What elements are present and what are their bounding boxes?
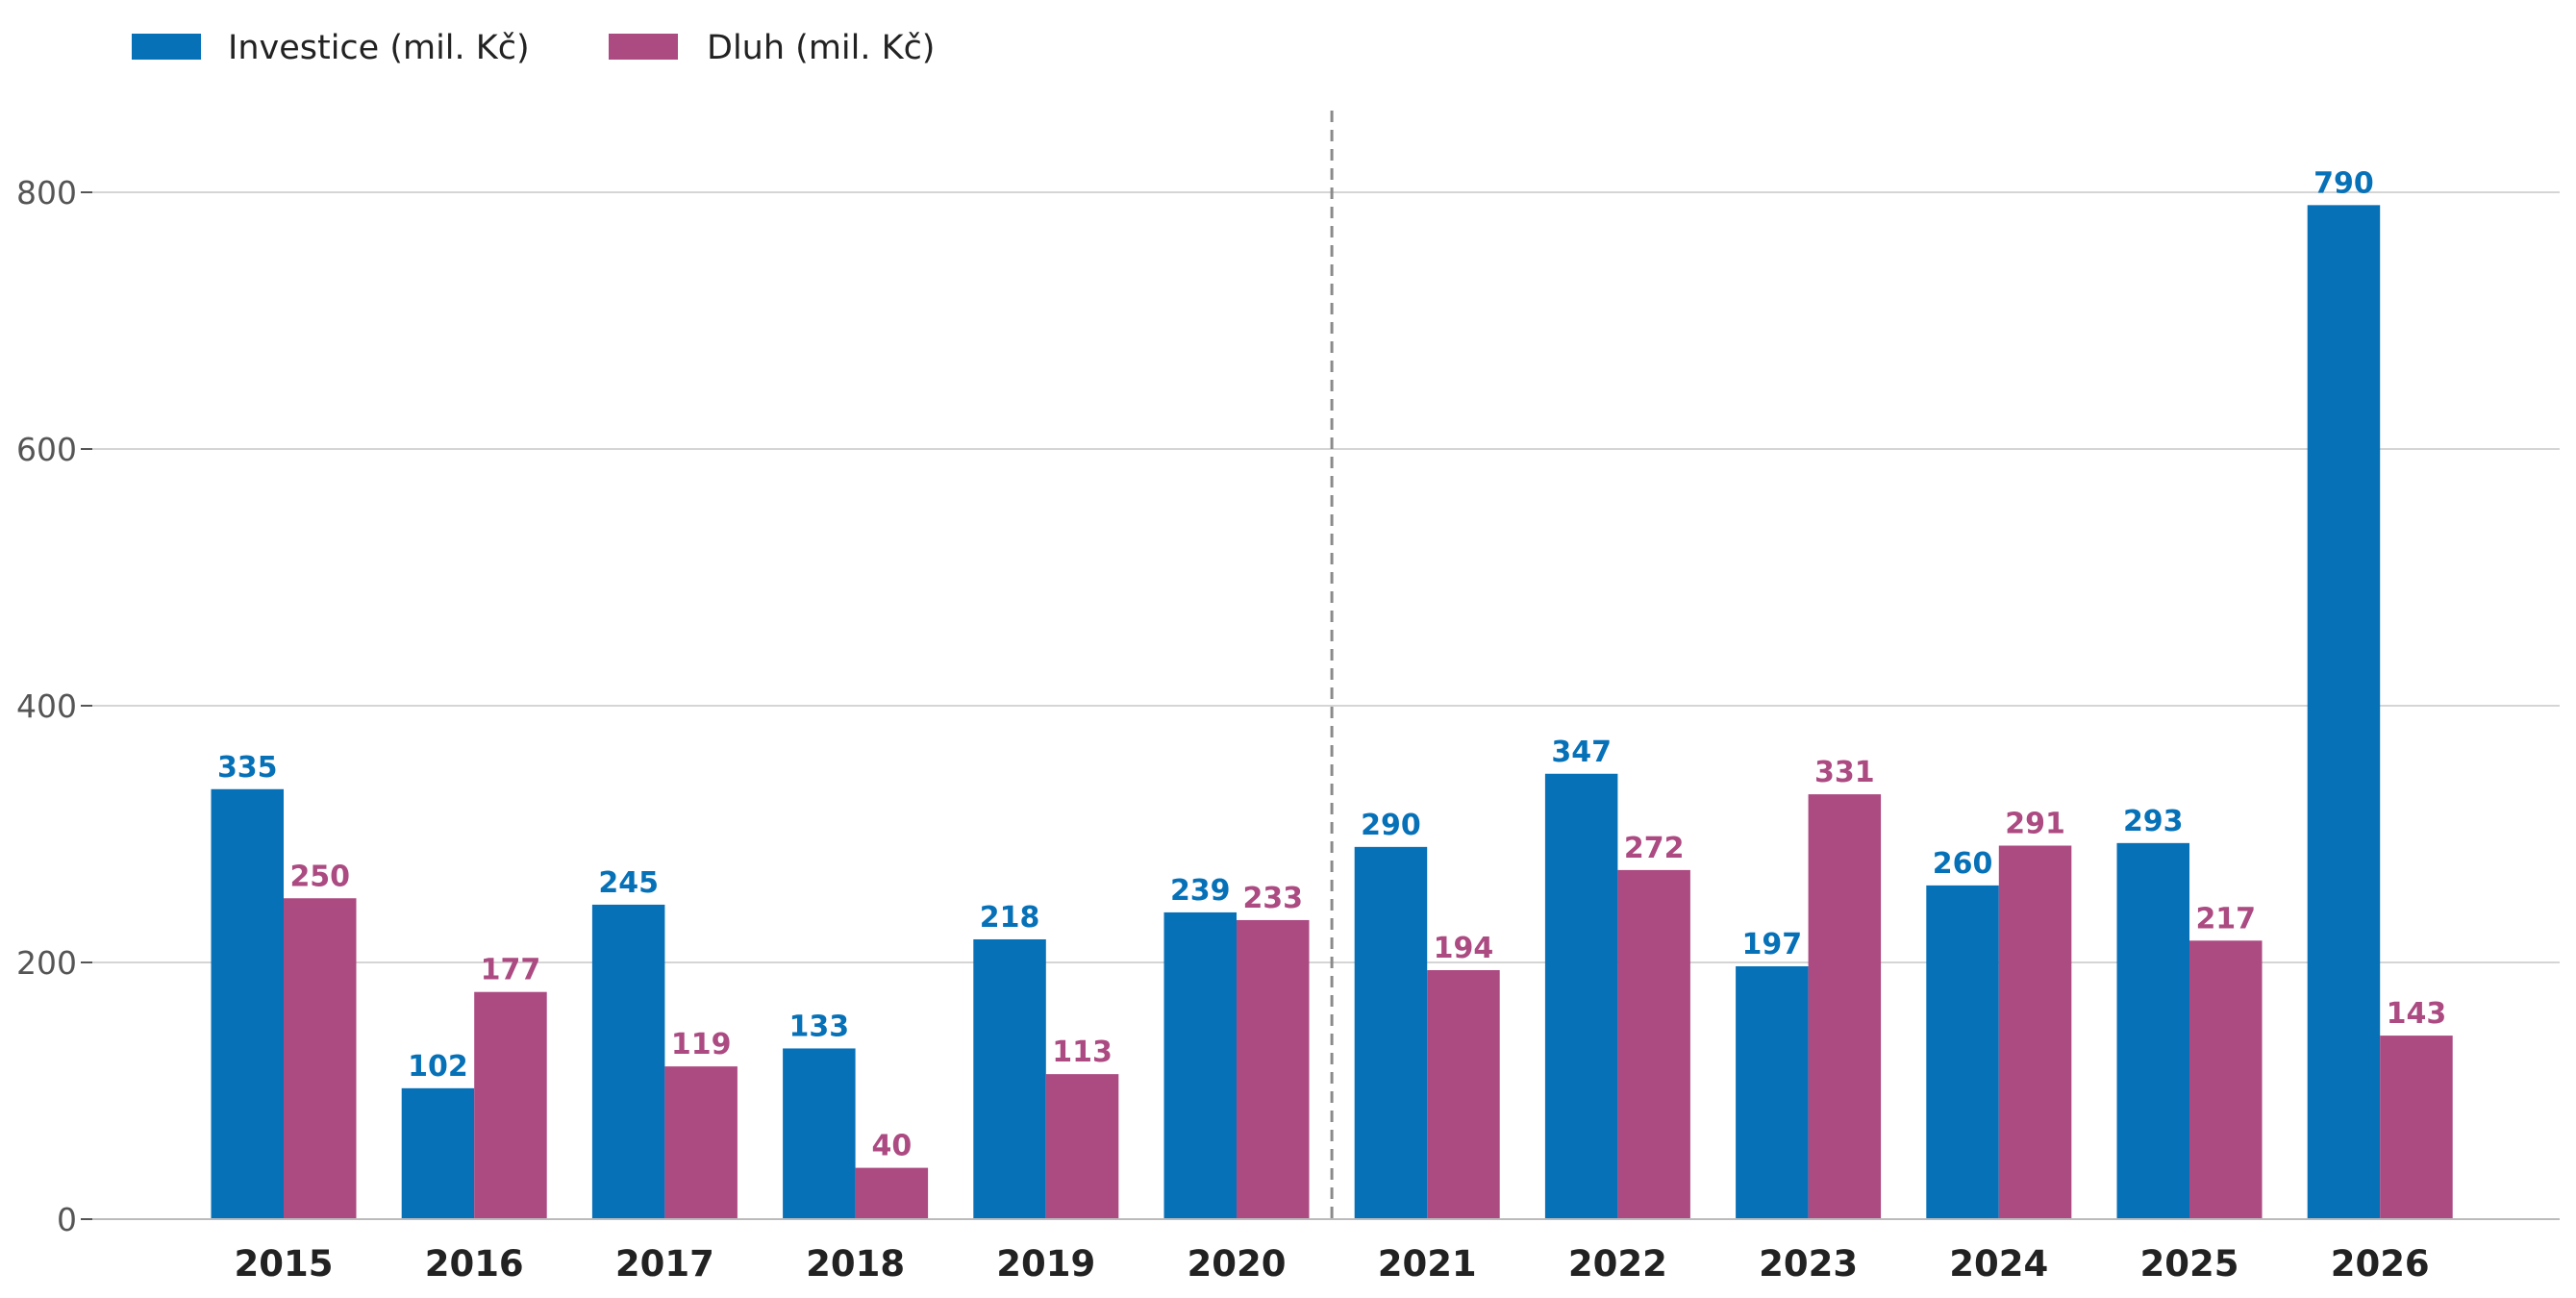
data-label: 40 [871,1130,912,1163]
x-tick-label: 2023 [1759,1243,1858,1285]
y-tick-label: 400 [16,687,77,725]
bar-dluh [2380,1036,2453,1219]
data-label: 119 [671,1028,732,1061]
data-label: 194 [1434,932,1494,965]
bar-investice [401,1087,475,1219]
data-label: 250 [289,860,350,893]
data-label: 331 [1814,756,1875,789]
x-tick-label: 2017 [615,1243,714,1285]
data-label: 113 [1052,1036,1113,1069]
x-tick-label: 2019 [996,1243,1095,1285]
bar-dluh [1998,845,2072,1219]
data-label: 217 [2195,902,2256,936]
legend-label: Dluh (mil. Kč) [707,29,935,67]
legend-label: Investice (mil. Kč) [228,29,530,67]
data-label: 197 [1742,928,1803,961]
legend: Investice (mil. Kč) Dluh (mil. Kč) [132,29,935,67]
data-label: 290 [1361,809,1421,842]
bar-investice [783,1048,856,1219]
data-label: 291 [2005,808,2065,841]
bar-investice [591,904,665,1219]
x-tick-label: 2025 [2140,1243,2239,1285]
bar-dluh [284,898,357,1219]
data-label: 272 [1624,832,1685,865]
y-tick-label: 800 [16,174,77,212]
bar-dluh [1045,1074,1119,1219]
data-label: 239 [1170,874,1231,908]
bar-investice [211,788,284,1219]
y-tick-label: 0 [57,1201,77,1238]
x-tick-label: 2015 [235,1243,334,1285]
bar-layer [211,205,2453,1220]
bar-investice [1354,846,1428,1219]
legend-swatch [132,34,201,60]
bar-dluh [474,991,547,1219]
y-tick-label: 600 [16,431,77,468]
bar-dluh [1237,919,1310,1219]
data-label: 293 [2123,805,2184,838]
bar-investice [2116,842,2189,1219]
axis-layer: 0 200 400 600 800 2015 2016 2017 2018 2019 2020 202… [16,174,2560,1285]
bar-dluh [855,1167,929,1219]
bar-dluh [1427,970,1500,1219]
data-label: 335 [217,751,278,785]
bar-investice [1163,911,1237,1219]
data-label: 102 [408,1050,468,1084]
data-label: 347 [1551,736,1612,769]
x-tick-label: 2022 [1568,1243,1667,1285]
bar-investice [1736,966,1809,1219]
y-tick-label: 200 [16,944,77,982]
data-label: 177 [481,954,541,987]
bar-investice [1544,773,1618,1219]
data-label: 133 [789,1010,850,1043]
bar-dluh [664,1066,738,1219]
x-tick-label: 2020 [1188,1243,1287,1285]
legend-swatch [609,34,678,60]
bar-dluh [1808,794,1882,1219]
bar-investice [973,938,1046,1219]
bar-dluh [2189,940,2263,1219]
x-tick-label: 2024 [1949,1243,2048,1285]
data-label: 218 [980,901,1040,935]
bar-investice [1926,885,1999,1219]
bar-dluh [1617,869,1690,1219]
x-tick-label: 2021 [1378,1243,1477,1285]
data-label: 233 [1242,882,1303,915]
data-label: 260 [1933,847,1993,881]
x-tick-label: 2026 [2331,1243,2430,1285]
grid-layer [92,191,2560,963]
data-label: 143 [2387,997,2447,1031]
x-tick-label: 2018 [806,1243,905,1285]
data-label-layer: 335 250 102 177 245 119 133 40 218 113 239 233 290 19… [217,166,2446,1162]
data-label: 245 [598,866,659,900]
data-label: 790 [2313,166,2374,200]
bar-investice [2307,205,2381,1220]
x-tick-label: 2016 [425,1243,524,1285]
